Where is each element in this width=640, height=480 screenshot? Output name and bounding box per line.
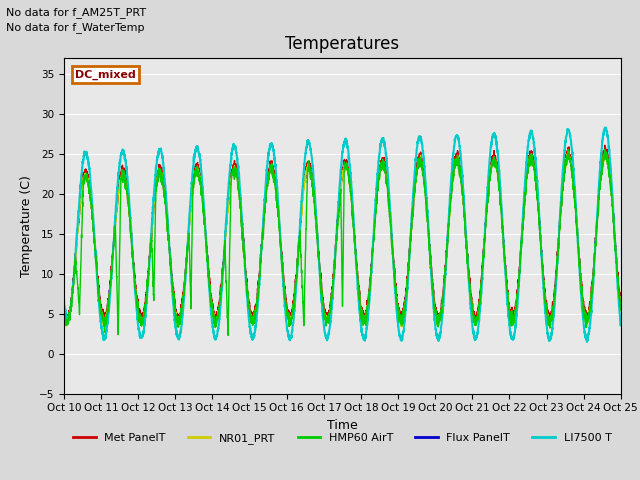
Text: No data for f_WaterTemp: No data for f_WaterTemp bbox=[6, 22, 145, 33]
HMP60 AirT bbox=[406, 239, 414, 245]
NR01_PRT bbox=[100, 327, 108, 333]
LI7500 T bbox=[617, 323, 625, 328]
Met PanelT bbox=[406, 233, 414, 239]
LI7500 T bbox=[583, 339, 591, 345]
Met PanelT bbox=[100, 323, 108, 328]
Met PanelT bbox=[617, 306, 625, 312]
HMP60 AirT bbox=[564, 147, 572, 153]
Met PanelT bbox=[564, 147, 572, 153]
HMP60 AirT bbox=[60, 309, 68, 314]
Met PanelT bbox=[216, 296, 223, 301]
NR01_PRT bbox=[601, 148, 609, 154]
NR01_PRT bbox=[564, 150, 572, 156]
NR01_PRT bbox=[180, 292, 188, 298]
NR01_PRT bbox=[617, 305, 625, 311]
NR01_PRT bbox=[406, 239, 414, 244]
LI7500 T bbox=[60, 297, 68, 302]
NR01_PRT bbox=[397, 318, 404, 324]
Flux PanelT bbox=[100, 324, 108, 330]
Flux PanelT bbox=[601, 144, 609, 150]
LI7500 T bbox=[601, 125, 609, 131]
Text: No data for f_AM25T_PRT: No data for f_AM25T_PRT bbox=[6, 7, 147, 18]
HMP60 AirT bbox=[617, 305, 625, 311]
LI7500 T bbox=[216, 316, 223, 322]
Flux PanelT bbox=[180, 290, 188, 296]
Line: Met PanelT: Met PanelT bbox=[64, 145, 621, 325]
Flux PanelT bbox=[60, 306, 68, 312]
HMP60 AirT bbox=[216, 303, 223, 309]
Flux PanelT bbox=[617, 305, 625, 311]
Flux PanelT bbox=[406, 235, 414, 241]
LI7500 T bbox=[564, 126, 572, 132]
HMP60 AirT bbox=[617, 308, 625, 313]
HMP60 AirT bbox=[601, 146, 609, 152]
X-axis label: Time: Time bbox=[327, 419, 358, 432]
Line: NR01_PRT: NR01_PRT bbox=[64, 151, 621, 330]
LI7500 T bbox=[179, 306, 187, 312]
Met PanelT bbox=[617, 300, 625, 305]
Flux PanelT bbox=[564, 148, 572, 154]
Flux PanelT bbox=[216, 297, 223, 303]
NR01_PRT bbox=[60, 308, 68, 313]
LI7500 T bbox=[406, 235, 414, 240]
Flux PanelT bbox=[617, 302, 625, 308]
Line: LI7500 T: LI7500 T bbox=[64, 128, 621, 342]
Met PanelT bbox=[60, 305, 68, 311]
Line: Flux PanelT: Flux PanelT bbox=[64, 147, 621, 327]
HMP60 AirT bbox=[224, 333, 232, 338]
NR01_PRT bbox=[617, 307, 625, 313]
Met PanelT bbox=[180, 289, 188, 295]
Met PanelT bbox=[601, 143, 609, 148]
Legend: Met PanelT, NR01_PRT, HMP60 AirT, Flux PanelT, LI7500 T: Met PanelT, NR01_PRT, HMP60 AirT, Flux P… bbox=[69, 429, 616, 448]
NR01_PRT bbox=[216, 299, 223, 305]
HMP60 AirT bbox=[179, 297, 187, 303]
Met PanelT bbox=[397, 314, 404, 320]
LI7500 T bbox=[397, 336, 404, 342]
Flux PanelT bbox=[397, 314, 404, 320]
Text: DC_mixed: DC_mixed bbox=[76, 70, 136, 80]
LI7500 T bbox=[617, 320, 625, 326]
Line: HMP60 AirT: HMP60 AirT bbox=[64, 149, 621, 336]
Y-axis label: Temperature (C): Temperature (C) bbox=[20, 175, 33, 276]
Title: Temperatures: Temperatures bbox=[285, 35, 399, 53]
HMP60 AirT bbox=[397, 320, 404, 326]
